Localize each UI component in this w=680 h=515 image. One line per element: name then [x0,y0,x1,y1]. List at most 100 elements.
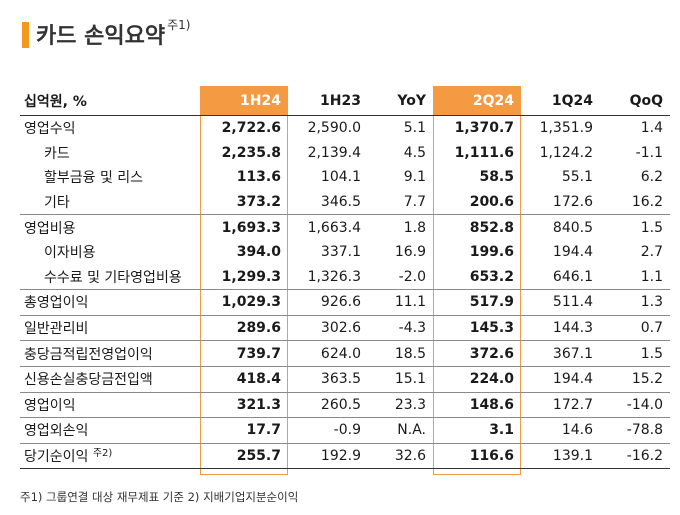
table-cell: 58.5 [479,169,514,186]
table-cell: 194.4 [552,244,593,261]
table-row: 카드 2,235.8 2,139.4 4.5 1,111.6 1,124.2 -1.1 [20,141,670,166]
table-cell: 624.0 [288,340,368,367]
header-qoq: QoQ [600,86,670,116]
table-row: 총영업이익 1,029.3 926.6 11.1 517.9 511.4 1.3 [20,289,670,316]
income-summary-table: 십억원, % 1H24 1H23 YoY 2Q24 1Q24 QoQ 영업수익 2… [20,86,670,470]
table-cell: 18.5 [368,340,433,367]
table-row: 충당금적립전영업이익 739.7 624.0 18.5 372.6 367.1 1.5 [20,340,670,367]
table-cell: 1,663.4 [307,219,361,236]
table-cell: 840.5 [552,219,593,236]
table-cell: 394.0 [236,244,281,261]
row-label-text: 이자비용 [44,245,96,262]
table-cell: 367.1 [521,340,600,367]
table-row: 신용손실충당금전입액 418.4 363.5 15.1 224.0 194.4 15.2 [20,366,670,393]
table-cell: 418.4 [200,366,288,393]
table-cell: 23.3 [368,392,433,419]
table-cell: 11.1 [368,289,433,316]
table-row: 영업이익 321.3 260.5 23.3 148.6 172.7 -14.0 [20,392,670,419]
table-cell: 0.7 [600,315,670,342]
row-label: 신용손실충당금전입액 [20,366,200,393]
table-cell: 1.8 [403,219,426,236]
table-cell: 346.5 [288,189,368,216]
table-cell: 1,299.3 [200,264,288,291]
table-cell: 511.4 [521,289,600,316]
title-accent-bar [22,22,29,48]
row-label: 영업비용 [20,215,200,240]
table-cell: 148.6 [433,392,521,419]
table-cell: 17.7 [200,417,288,444]
table-cell: 1,351.9 [539,120,593,137]
row-label-text: 영업비용 [24,220,76,237]
header-2q24: 2Q24 [433,86,521,116]
row-label: 충당금적립전영업이익 [20,340,200,367]
table-cell: 2.7 [640,244,663,261]
row-label-text: 영업이익 [24,397,76,414]
header-unit: 십억원, % [20,86,200,116]
table-row: 영업수익 2,722.6 2,590.0 5.1 1,370.7 1,351.9 1.4 [20,116,670,141]
table-cell: 199.6 [469,244,514,261]
table-cell: 2,722.6 [221,120,281,137]
table-cell: -1.1 [635,144,663,161]
table-cell: 145.3 [433,315,521,342]
table-cell: 192.9 [288,443,368,470]
table-row: 일반관리비 289.6 302.6 -4.3 145.3 144.3 0.7 [20,315,670,342]
row-label: 영업수익 [20,116,200,141]
table-cell: 1.3 [600,289,670,316]
table-cell: 373.2 [200,189,288,216]
table-cell: 517.9 [433,289,521,316]
table-cell: 372.6 [433,340,521,367]
table-cell: 653.2 [433,264,521,291]
table-cell: -0.9 [288,417,368,444]
table-cell: N.A. [368,417,433,444]
row-label-text: 할부금융 및 리스 [44,170,144,187]
table-cell: 5.1 [403,120,426,137]
table-cell: 1,029.3 [200,289,288,316]
table-cell: 739.7 [200,340,288,367]
header-1h24: 1H24 [200,86,288,116]
table-cell: 172.7 [521,392,600,419]
table-cell: 1.5 [600,340,670,367]
table-cell: 9.1 [403,169,426,186]
table-row: 영업외손익 17.7 -0.9 N.A. 3.1 14.6 -78.8 [20,417,670,444]
table-cell: 646.1 [521,264,600,291]
table-header-row: 십억원, % 1H24 1H23 YoY 2Q24 1Q24 QoQ [20,86,670,116]
row-label-text: 충당금적립전영업이익 [24,346,153,363]
row-label: 기타 [20,189,200,216]
table-cell: 1,111.6 [454,144,514,161]
table-cell: 3.1 [433,417,521,444]
row-label-text: 당기순이익 [24,449,89,466]
header-yoy: YoY [368,86,433,116]
table-cell: 926.6 [288,289,368,316]
table-row: 영업비용 1,693.3 1,663.4 1.8 852.8 840.5 1.5 [20,215,670,240]
table-cell: 852.8 [469,219,514,236]
table-cell: 1.4 [640,120,663,137]
table-cell: 194.4 [521,366,600,393]
table-cell: 144.3 [521,315,600,342]
table-cell: 55.1 [561,169,593,186]
table-cell: 113.6 [236,169,281,186]
row-label-text: 영업수익 [24,121,76,138]
table-cell: 255.7 [200,443,288,470]
table-cell: 16.9 [394,244,426,261]
table-cell: 14.6 [521,417,600,444]
table-cell: 1.1 [600,264,670,291]
table-cell: 7.7 [368,189,433,216]
row-label-text: 수수료 및 기타영업비용 [44,269,182,286]
table-cell: 1,124.2 [539,144,593,161]
table-cell: -16.2 [600,443,670,470]
table-cell: -2.0 [368,264,433,291]
table-cell: 4.5 [403,144,426,161]
title-footnote-marker: 주1) [167,18,191,32]
table-cell: 1,326.3 [288,264,368,291]
table-row: 할부금융 및 리스 113.6 104.1 9.1 58.5 55.1 6.2 [20,165,670,190]
table-row: 수수료 및 기타영업비용 1,299.3 1,326.3 -2.0 653.2 646.1… [20,264,670,291]
table-cell: 172.6 [521,189,600,216]
table-cell: -78.8 [600,417,670,444]
row-label-text: 총영업이익 [24,295,89,312]
row-label: 이자비용 [20,240,200,265]
table-cell: 116.6 [433,443,521,470]
table-cell: 200.6 [433,189,521,216]
row-label: 카드 [20,141,200,166]
row-label: 영업외손익 [20,417,200,444]
row-label-text: 영업외손익 [24,423,89,440]
